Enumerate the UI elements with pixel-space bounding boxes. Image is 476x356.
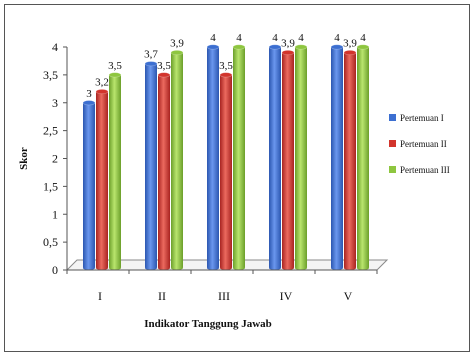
bar-cap [82,100,96,106]
bar-base [207,266,219,270]
bar-cap [219,72,233,78]
data-label: 3 [86,88,92,100]
y-tick-label: 0,5 [43,235,58,249]
legend: Pertemuan I Pertemuan II Pertemuan III [389,113,450,175]
bar-cap [232,44,246,50]
data-label: 3,9 [343,38,357,50]
bar-cap [170,50,184,56]
bar [357,47,369,268]
data-label: 3,5 [108,60,122,72]
bar [158,74,170,268]
bar-base [171,266,183,270]
bar-cap [294,44,308,50]
data-label: 3,9 [281,38,295,50]
bar [83,102,95,268]
data-label: 4 [236,32,242,44]
bar [282,52,294,269]
bar-cap [108,72,122,78]
y-tick-label: 1 [52,207,58,221]
legend-label: Pertemuan I [400,113,444,123]
bar [295,47,307,268]
bar-base [109,266,121,270]
bar-cap [157,72,171,78]
bar [96,91,108,268]
bar-base [220,266,232,270]
data-label: 3,7 [144,49,158,61]
bar-cap [343,50,357,56]
bar [145,63,157,268]
bar [269,47,281,268]
legend-label: Pertemuan II [400,139,447,149]
bar-base [282,266,294,270]
bar-base [331,266,343,270]
bar-cap [206,44,220,50]
x-axis: I II III IV V [66,269,378,303]
bars: 33,23,53,73,53,9 43,54 4 3,9 4 4 3,9 4 [82,32,370,270]
bar-base [158,266,170,270]
bar-cap [95,89,109,95]
legend-swatch [389,166,396,173]
data-label: 4 [272,32,278,44]
bar-base [233,266,245,270]
bar [220,74,232,268]
x-tick-label: II [158,289,166,303]
y-tick-label: 0 [52,263,58,277]
bar [233,47,245,268]
bar [171,52,183,269]
bar-cap [144,61,158,67]
y-tick-label: 3,5 [43,68,58,82]
y-tick-label: 4 [52,40,58,54]
data-label: 4 [334,32,340,44]
y-tick-label: 2 [52,152,58,166]
bar [331,47,343,268]
data-label: 4 [360,32,366,44]
legend-swatch [389,140,396,147]
legend-label: Pertemuan III [400,165,450,175]
bar-cap [356,44,370,50]
data-label: 3,5 [219,60,233,72]
bar-base [295,266,307,270]
bar [109,74,121,268]
bar [344,52,356,269]
x-axis-title: Indikator Tanggung Jawab [144,318,272,330]
data-label: 3,5 [157,60,171,72]
data-label: 4 [210,32,216,44]
legend-swatch [389,114,396,121]
chart-frame: 0 0,5 1 1,5 2 2,5 3 3,5 4 3 3,2 3,5 3,7 3,5 3,9 4 3,5 4 4… [4,4,470,352]
x-tick-label: I [98,289,102,303]
bar-base [357,266,369,270]
bar-base [83,266,95,270]
bar-base [269,266,281,270]
y-tick-label: 1,5 [43,179,58,193]
data-label: 3,2 [95,77,109,89]
bar-cap [281,50,295,56]
x-tick-label: III [218,289,230,303]
x-tick-label: IV [280,289,293,303]
bar-base [145,266,157,270]
bar-cap [268,44,282,50]
bar-cap [330,44,344,50]
bar-base [344,266,356,270]
y-tick-label: 3 [52,96,58,110]
data-label: 3,9 [170,38,184,50]
y-axis-title: Skor [18,147,30,170]
x-tick-label: V [344,289,353,303]
bar [207,47,219,268]
y-tick-label: 2,5 [43,124,58,138]
data-label: 4 [298,32,304,44]
y-axis: 0 0,5 1 1,5 2 2,5 3 3,5 4 [43,40,68,277]
bar-base [96,266,108,270]
bar-chart: 00,511,522,533,54 33,23,53,73,53,9 43,54 4… [18,32,450,330]
